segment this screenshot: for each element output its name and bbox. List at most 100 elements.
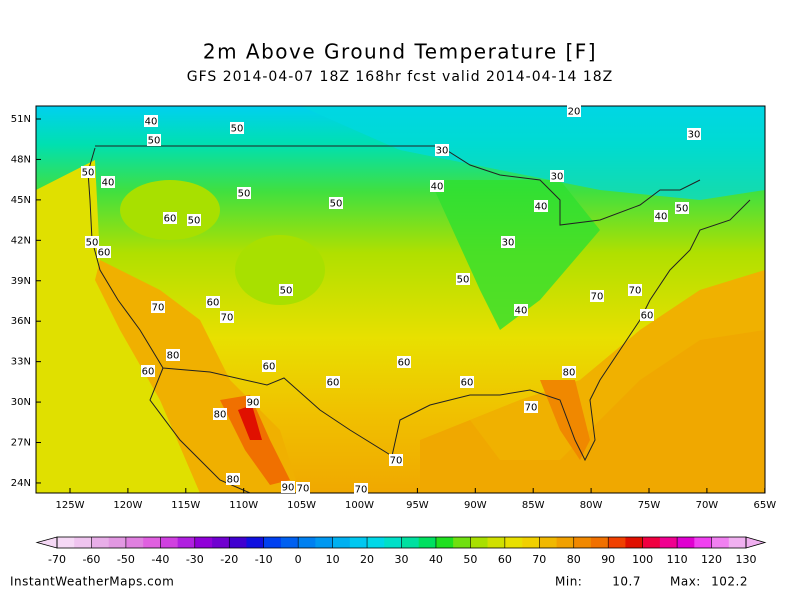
contour-label-box [230,122,244,134]
contour-label-box [85,236,99,248]
lon-tick-label: 110W [229,500,258,511]
colorbar-bin [194,537,213,548]
lon-tick-label: 120W [113,500,142,511]
lon-tick-label: 75W [638,500,661,511]
contour-label-box [550,170,564,182]
contour-label: 70 [221,313,234,324]
contour-label-box [628,284,642,296]
lon-tick-label: 85W [522,500,545,511]
colorbar-tick-label: 110 [667,553,688,566]
contour-label: 30 [688,130,701,141]
contour-label-box [151,301,165,313]
colorbar-tick-label: 40 [429,553,443,566]
contour-label: 50 [148,136,161,147]
colorbar-bin [470,537,488,548]
colorbar-tick-label: 10 [326,553,340,566]
contour-label-box [213,408,227,420]
contour-label-box [524,401,538,413]
colorbar-bin [332,537,351,548]
contour-label: 60 [263,362,276,373]
contour-label-box [147,134,161,146]
contour-label-box [144,115,158,127]
lat-tick-label: 48N [11,154,31,165]
lon-tick-label: 65W [753,500,776,511]
contour-label: 50 [86,238,99,249]
lon-tick-label: 105W [287,500,316,511]
contour-label: 80 [227,475,240,486]
colorbar-bin [280,537,299,548]
colorbar-tick-label: 70 [532,553,546,566]
lon-tick-label: 95W [406,500,429,511]
contour-label-box [166,349,180,361]
map-frame [35,105,766,494]
colorbar-tick-label: -70 [48,553,66,566]
lat-tick-label: 36N [11,316,31,327]
lon-tick-label: 125W [56,500,85,511]
colorbar-bin [177,537,196,548]
colorbar-bin [573,537,592,548]
contour-label: 40 [102,178,115,189]
contour-label: 50 [676,204,689,215]
contour-label: 70 [591,292,604,303]
colorbar-bin [401,537,420,548]
site-credit: InstantWeatherMaps.com [10,575,174,589]
contour-label-box [163,212,177,224]
contour-label-box [562,366,576,378]
title: 2m Above Ground Temperature [F] [203,40,597,64]
contour-label-box [456,273,470,285]
lat-tick-label: 51N [11,114,31,125]
subtitle: GFS 2014-04-07 18Z 168hr fcst valid 2014… [187,69,614,85]
contour-label: 40 [431,182,444,193]
contour-label: 80 [214,410,227,421]
temperature-field [36,106,765,493]
contour-label: 70 [152,303,165,314]
lon-tick-label: 80W [580,500,603,511]
colorbar-bin [263,537,282,548]
colorbar-bin [57,537,75,548]
colorbar-tick-label: -20 [220,553,238,566]
contour-label-box [101,176,115,188]
contour-label: 30 [502,238,515,249]
colorbar-tick-label: -10 [255,553,273,566]
colorbar-arrow-right [745,536,767,549]
lon-tick-label: 90W [464,500,487,511]
contour-label-box [237,187,251,199]
colorbar-tick-label: -60 [82,553,100,566]
colorbar-bin [91,537,109,548]
contour-label: 60 [461,378,474,389]
contour-label: 70 [390,456,403,467]
colorbar-bin [108,537,127,548]
colorbar-bin [522,537,540,548]
colorbar-tick-label: -40 [151,553,169,566]
colorbar-tick-label: 120 [701,553,722,566]
contour-label: 50 [238,189,251,200]
colorbar-bin [435,537,454,548]
colorbar-arrow-left [35,536,58,549]
lat-tick-label: 42N [11,235,31,246]
colorbar-bin [556,537,575,548]
lon-tick-label: 100W [345,500,374,511]
contour-label-box [81,166,95,178]
contour-label-box [640,309,654,321]
colorbar-tick-label: 20 [360,553,374,566]
contour-label-box [220,311,234,323]
colorbar-bin [367,537,385,548]
contour-label: 50 [82,168,95,179]
contour-label: 80 [563,368,576,379]
colorbar-bin [539,537,557,548]
colorbar-bin [590,537,609,548]
colorbar-tick-label: 30 [395,553,409,566]
colorbar-tick-label: 90 [601,553,615,566]
colorbar-tick-label: 80 [567,553,581,566]
contour-label: 40 [145,117,158,128]
contour-label: 30 [551,172,564,183]
contour-label: 50 [188,216,201,227]
colorbar-tick-label: 100 [632,553,653,566]
colorbar-tick-label: -50 [117,553,135,566]
colorbar-bin [246,537,264,548]
contour-label: 70 [297,484,310,495]
contour-label: 60 [327,378,340,389]
colorbar-bin [298,537,316,548]
colorbar-tick-label: 130 [736,553,757,566]
lon-tick-label: 115W [171,500,200,511]
